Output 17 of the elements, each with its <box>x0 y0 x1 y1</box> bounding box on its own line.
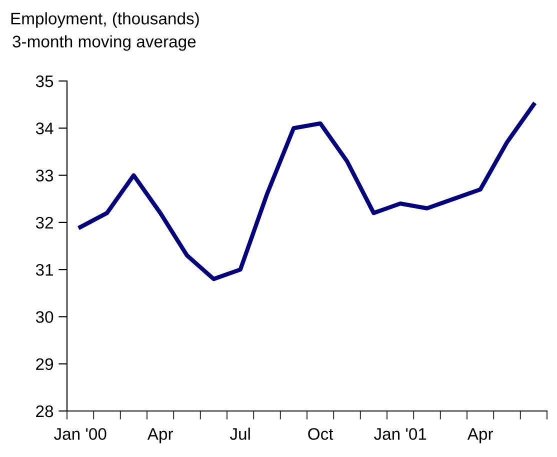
y-tick-label: 31 <box>36 264 53 276</box>
chart-title: Employment, (thousands) <box>11 12 199 28</box>
x-tick-label: Apr <box>467 428 494 444</box>
x-tick-label: Oct <box>308 428 334 440</box>
x-tick-label: Jan '01 <box>374 428 426 440</box>
y-tick-label: 30 <box>36 311 54 323</box>
y-tick-label: 28 <box>36 405 54 418</box>
y-tick-label: 35 <box>36 75 54 88</box>
line-series <box>78 102 536 282</box>
y-tick-label: 34 <box>36 122 54 134</box>
chart-subtitle: 3-month moving average <box>12 35 196 51</box>
x-tick-label: Jan '00 <box>54 428 106 440</box>
y-tick-label: 32 <box>36 216 53 229</box>
y-tick-label: 29 <box>36 358 54 370</box>
x-tick-label: Apr <box>147 428 174 444</box>
y-tick-label: 33 <box>36 170 54 182</box>
x-tick-label: Jul <box>230 428 250 440</box>
